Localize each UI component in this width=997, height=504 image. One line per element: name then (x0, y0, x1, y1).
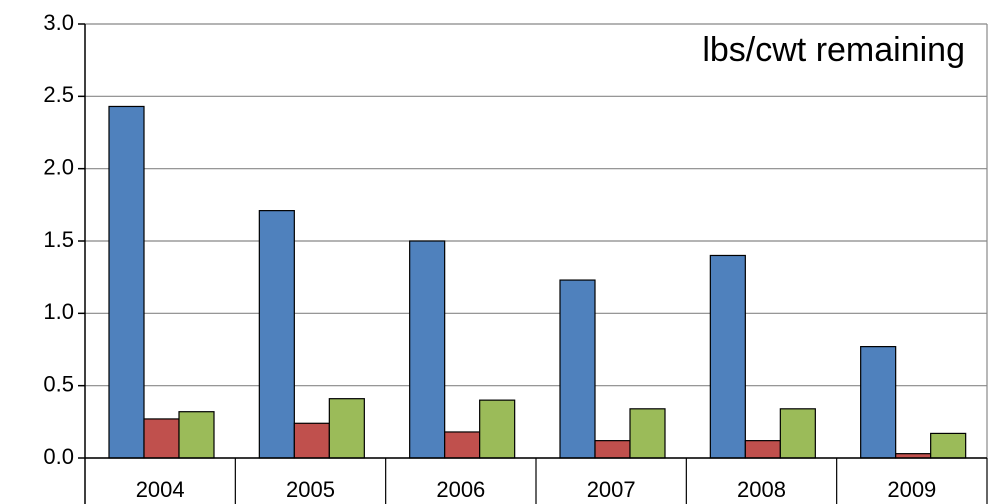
x-tick-label: 2008 (737, 477, 786, 502)
bar (258, 210, 295, 459)
bar (409, 240, 446, 459)
bar (744, 440, 781, 459)
y-tick-label: 1.0 (43, 299, 74, 324)
bar (143, 418, 180, 459)
bar (709, 254, 746, 459)
x-tick-label: 2006 (436, 477, 485, 502)
bar (328, 398, 365, 459)
bar (930, 432, 967, 459)
bar (860, 346, 897, 459)
y-tick-label: 0.5 (43, 371, 74, 396)
x-tick-label: 2004 (136, 477, 185, 502)
bar (479, 399, 516, 459)
chart-title: lbs/cwt remaining (702, 31, 965, 69)
bar (629, 408, 666, 459)
y-tick-label: 3.0 (43, 10, 74, 35)
x-tick-label: 2009 (887, 477, 936, 502)
y-tick-label: 2.0 (43, 154, 74, 179)
y-tick-label: 1.5 (43, 227, 74, 252)
bar (559, 279, 596, 459)
y-tick-label: 2.5 (43, 82, 74, 107)
y-tick-label: 0.0 (43, 444, 74, 469)
x-tick-label: 2007 (587, 477, 636, 502)
bar (293, 422, 330, 459)
bar (444, 431, 481, 459)
x-tick-label: 2005 (286, 477, 335, 502)
bar (779, 408, 816, 459)
bar (178, 411, 215, 459)
bar (108, 105, 145, 459)
bar (594, 440, 631, 459)
